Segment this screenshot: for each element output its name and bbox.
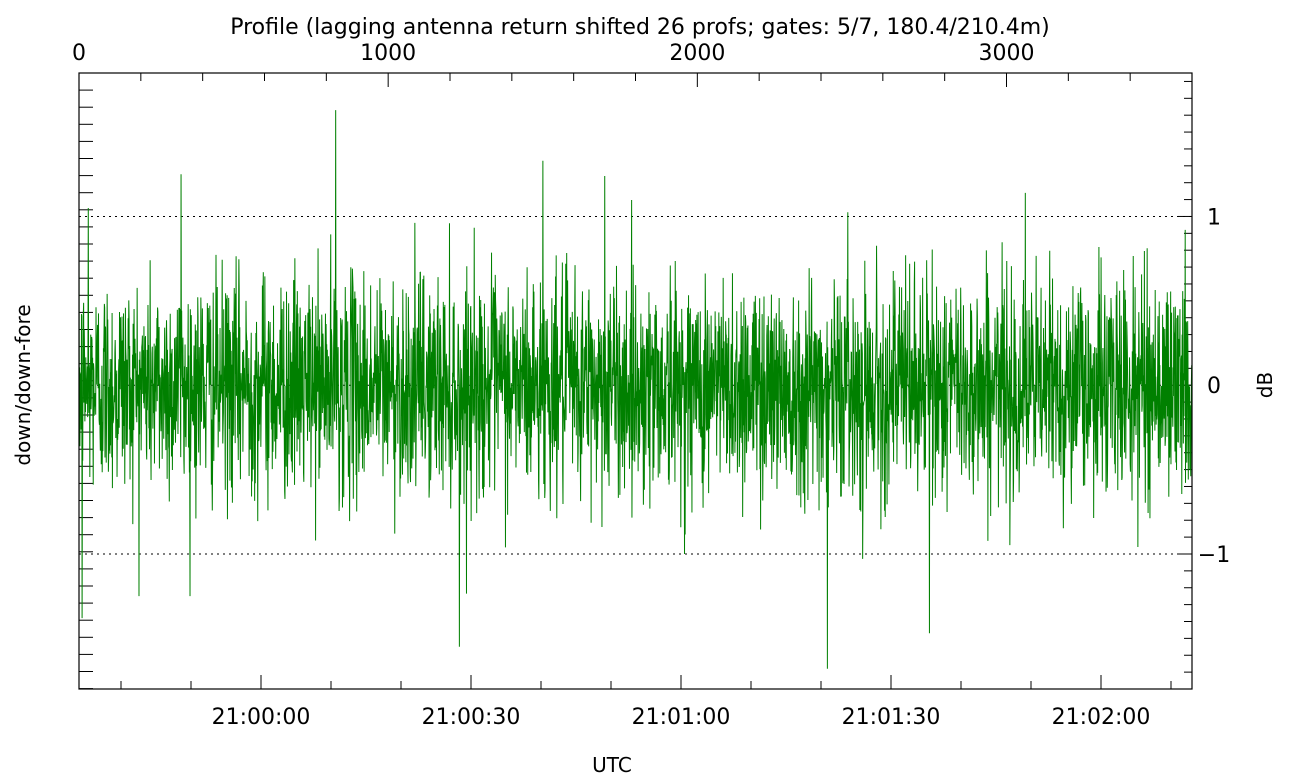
bottom-tick-label: 21:00:30 bbox=[422, 705, 521, 730]
bottom-axis: 21:00:00 21:00:30 21:01:00 21:01:30 21:02:00 bbox=[120, 675, 1172, 730]
x-axis-label: UTC bbox=[592, 753, 632, 777]
top-tick-label: 0 bbox=[72, 41, 86, 66]
y-axis-label: down/down-fore bbox=[11, 304, 35, 465]
bottom-tick-label: 21:02:00 bbox=[1052, 705, 1151, 730]
right-axis: 1 0 −1 bbox=[1178, 80, 1230, 690]
top-tick-label: 2000 bbox=[669, 41, 725, 66]
top-tick-label: 3000 bbox=[979, 41, 1035, 66]
right-tick-label: −1 bbox=[1198, 543, 1230, 568]
top-axis: 0 1000 2000 3000 bbox=[72, 41, 1193, 87]
series-line bbox=[78, 110, 1193, 669]
left-axis bbox=[79, 72, 93, 690]
bottom-tick-label: 21:00:00 bbox=[212, 705, 311, 730]
plot-frame bbox=[78, 72, 1193, 690]
right-tick-label: 0 bbox=[1207, 374, 1221, 399]
right-tick-label: 1 bbox=[1207, 205, 1221, 230]
bottom-tick-label: 21:01:30 bbox=[842, 705, 941, 730]
y2-axis-label: dB bbox=[1253, 372, 1277, 398]
chart-title: Profile (lagging antenna return shifted … bbox=[230, 15, 1050, 40]
top-tick-label: 1000 bbox=[360, 41, 416, 66]
bottom-tick-label: 21:01:00 bbox=[632, 705, 731, 730]
